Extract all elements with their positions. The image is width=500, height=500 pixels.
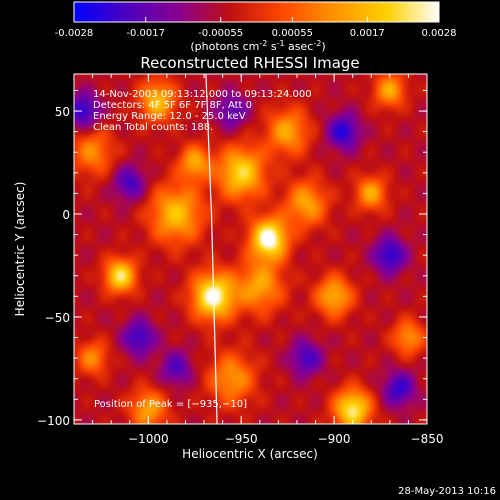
x-tick-label: −950	[225, 432, 258, 446]
x-tick-label: −900	[318, 432, 351, 446]
colorbar-tick-label: 0.0017	[350, 28, 385, 39]
annotation-counts: Clean Total counts: 188.	[93, 122, 213, 133]
x-tick-label: −1000	[128, 432, 169, 446]
plot-frame	[73, 73, 428, 425]
peak-position-label: Position of Peak = [−935,−10]	[94, 399, 247, 410]
annotation-block: 14-Nov-2003 09:13:12.000 to 09:13:24.000…	[93, 89, 312, 410]
y-axis-label: Heliocentric Y (arcsec)	[13, 182, 27, 317]
colorbar-tick-label: -0.0028	[55, 28, 94, 39]
x-axis: −1000 −950 −900 −850	[73, 74, 444, 446]
colorbar-tick-label: 0.0028	[422, 28, 457, 39]
y-tick-label: −50	[45, 311, 70, 325]
colorbar-units: (photons cm-2 s-1 asec-2)	[190, 39, 325, 53]
y-tick-label: 0	[62, 208, 70, 222]
x-tick-label: −850	[411, 432, 444, 446]
y-tick-label: −100	[37, 414, 70, 428]
chart-title: Reconstructed RHESSI Image	[140, 54, 359, 72]
y-axis: −100 −50 0 50	[37, 89, 427, 428]
annotation-time-range: 14-Nov-2003 09:13:12.000 to 09:13:24.000	[93, 89, 312, 100]
heatmap-area	[74, 74, 427, 424]
x-axis-label: Heliocentric X (arcsec)	[182, 447, 318, 461]
solar-limb-line	[205, 74, 218, 424]
y-tick-label: 50	[55, 105, 70, 119]
colorbar: -0.0028 -0.0017 -0.00055 0.00055 0.0017 0.002…	[55, 1, 457, 53]
annotation-energy-range: Energy Range: 12.0 - 25.0 keV	[93, 111, 246, 122]
footer-date: 28-May-2013 10:16	[398, 486, 496, 497]
colorbar-tick-label: 0.00055	[272, 28, 313, 39]
heatmap-image	[74, 74, 427, 424]
colorbar-tick-label: -0.00055	[198, 28, 243, 39]
colorbar-tick-label: -0.0017	[126, 28, 165, 39]
colorbar-strip	[73, 1, 440, 23]
annotation-detectors: Detectors: 4F 5F 6F 7F 8F, Att 0	[93, 100, 252, 111]
colorbar-ticks: -0.0028 -0.0017 -0.00055 0.00055 0.0017 0.002…	[55, 17, 457, 39]
